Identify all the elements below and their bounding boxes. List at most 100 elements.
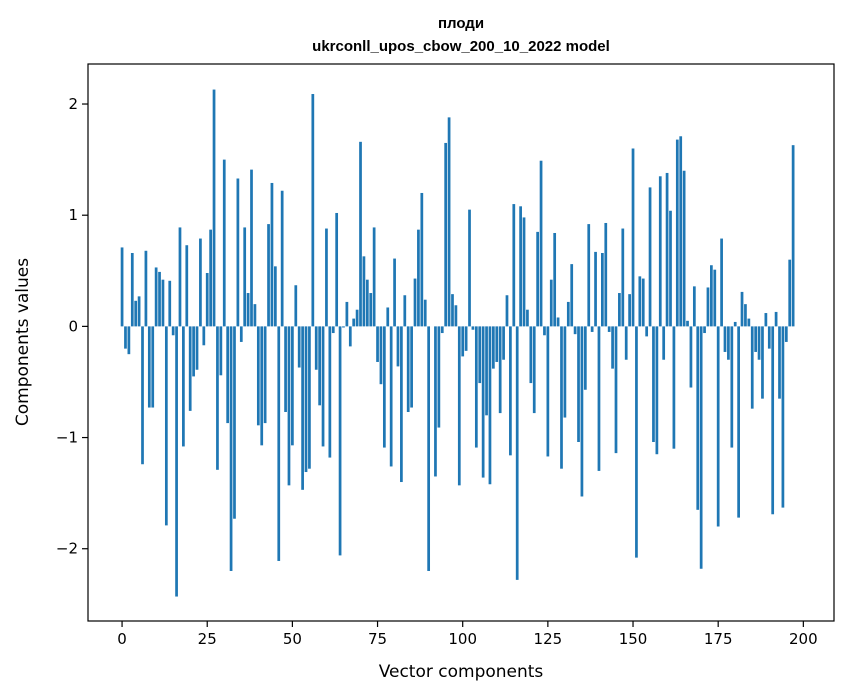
bar [365, 279, 369, 327]
bar [376, 326, 379, 362]
bar [403, 295, 407, 327]
bar [348, 326, 352, 347]
bar [485, 326, 488, 416]
bar [658, 176, 662, 327]
y-tick-label: −1 [56, 429, 78, 447]
bar [740, 291, 744, 327]
bar [447, 117, 451, 327]
bar [468, 209, 471, 327]
bar [420, 192, 424, 327]
bar [154, 267, 158, 327]
bar [212, 89, 216, 327]
bar [750, 326, 754, 409]
bar [335, 212, 339, 327]
bar [720, 238, 723, 327]
bar [331, 326, 335, 334]
bar [236, 178, 240, 327]
bar [716, 326, 720, 527]
bar [754, 326, 758, 352]
bar [396, 326, 400, 367]
bar [710, 265, 713, 327]
bar [297, 326, 301, 368]
bar [185, 245, 189, 327]
x-tick-label: 50 [283, 630, 302, 648]
bar [382, 326, 386, 448]
bar [737, 326, 740, 518]
bar [607, 326, 611, 332]
bar [757, 326, 761, 360]
bar [590, 326, 594, 332]
bar [393, 258, 396, 327]
bar [781, 326, 785, 508]
bar [294, 285, 298, 327]
bar [147, 326, 151, 408]
x-tick-label: 0 [117, 630, 127, 648]
bar [703, 326, 706, 334]
bar [325, 228, 328, 327]
bar [583, 326, 587, 390]
bar [648, 187, 652, 327]
bar [352, 318, 356, 327]
x-tick-label: 125 [534, 630, 563, 648]
bar [464, 326, 468, 351]
plot-frame [87, 63, 835, 622]
bar [788, 259, 792, 327]
bar [314, 326, 318, 370]
x-tick-label: 75 [368, 630, 387, 648]
bar [784, 326, 788, 342]
bar [434, 326, 437, 477]
y-tick-label: 0 [68, 317, 78, 335]
bar [597, 326, 601, 471]
bar [669, 210, 672, 327]
bar [522, 217, 526, 327]
bar [580, 326, 584, 497]
bar [451, 294, 454, 327]
bar [611, 326, 614, 369]
bar [744, 304, 747, 327]
bar [461, 326, 465, 357]
bar [457, 326, 461, 486]
x-tick-label: 175 [704, 630, 733, 648]
bar [733, 321, 737, 327]
bar [342, 326, 345, 328]
bar [437, 326, 441, 428]
bar-series [120, 89, 795, 597]
bar [723, 326, 727, 352]
bar [270, 182, 274, 327]
bar [601, 253, 604, 327]
bar [188, 326, 192, 411]
bar [519, 206, 522, 327]
bar [594, 251, 597, 327]
bar [444, 142, 448, 327]
bar [652, 326, 655, 442]
bar [515, 326, 519, 580]
bar [764, 313, 768, 327]
bar [502, 326, 505, 360]
bar [318, 326, 321, 406]
x-axis-ticks: 0 25 50 75 100 125 150 175 200 [117, 621, 818, 648]
bar [587, 224, 591, 327]
bar [563, 326, 567, 418]
bar [417, 229, 420, 327]
bar [549, 279, 553, 327]
bar [355, 309, 359, 327]
bar [369, 293, 373, 327]
bar [359, 141, 362, 327]
bar [512, 204, 516, 327]
bar [624, 326, 628, 360]
bar [471, 326, 475, 330]
bar [413, 278, 417, 327]
bar [243, 227, 247, 327]
bar [171, 326, 175, 336]
y-tick-label: −2 [56, 540, 78, 558]
bar [686, 320, 689, 327]
bar [304, 326, 308, 473]
bar [675, 139, 679, 327]
bar [621, 228, 625, 327]
bar [280, 190, 284, 327]
bar [427, 326, 431, 571]
bar [338, 326, 342, 556]
bar [308, 326, 311, 469]
bar [481, 326, 485, 478]
